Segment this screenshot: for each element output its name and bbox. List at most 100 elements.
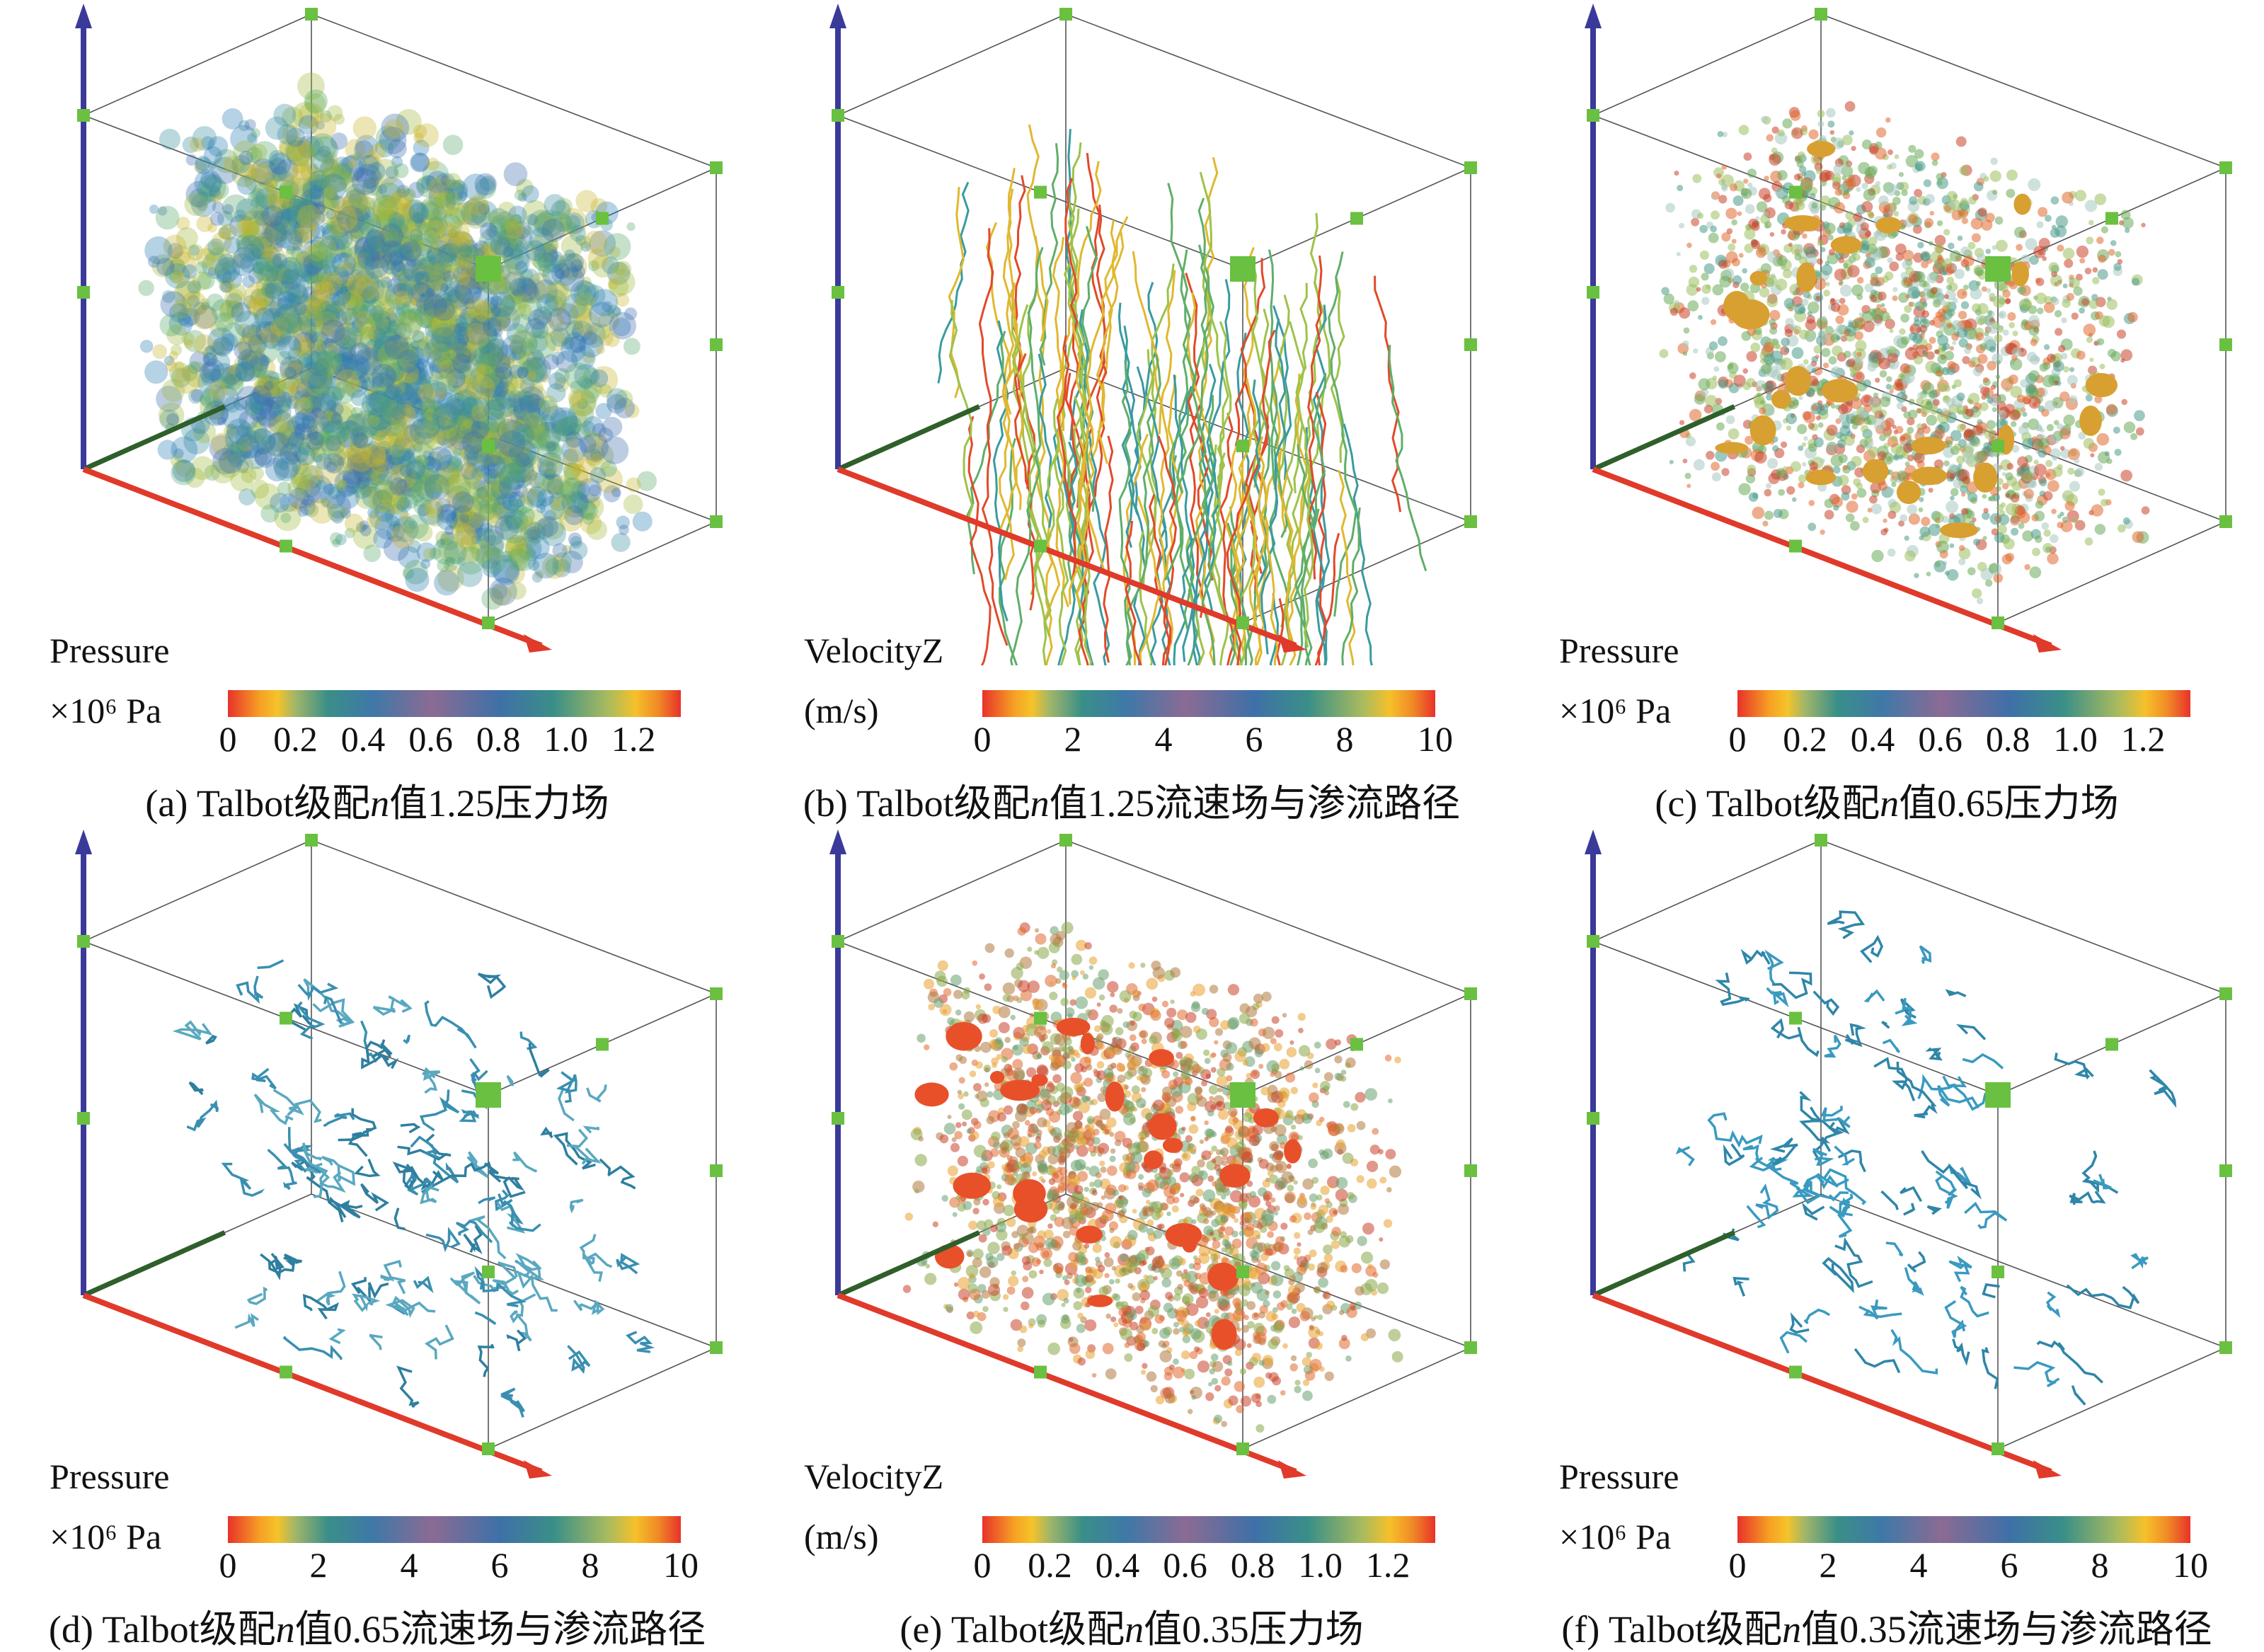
pressure-volume [138,72,657,610]
legend-title: Pressure [50,631,170,670]
colorbar-ticks: 0 0.2 0.4 0.6 0.8 1.0 1.2 [219,718,681,761]
3d-scene [829,4,1477,665]
corner-cube-marker [476,1082,501,1108]
colorbar-tick-label: 2 [309,1545,328,1585]
legend-unit: ×10⁶ Pa [50,1517,162,1556]
colorbar-tick-label: 0.2 [1783,719,1827,759]
colorbar-tick-label: 0 [219,719,237,759]
corner-cube-marker [1230,1082,1255,1108]
panel-f: Pressure ×10⁶ Pa 0 2 4 6 8 10 (f) Talbot级配n值0… [1510,826,2264,1652]
panel-d: Pressure ×10⁶ Pa 0 2 4 6 8 10 (d) Talbot级配n值0… [0,826,754,1652]
colorbar-tick-label: 10 [1418,719,1453,759]
colorbar [228,690,681,717]
legend-title: Pressure [1559,1457,1679,1496]
colorbar-tick-label: 0 [1728,719,1747,759]
x-axis [1592,1292,2052,1474]
panel-caption: (b) Talbot级配n值1.25流速场与渗流路径 [754,771,1509,827]
colorbar-tick-label: 1.2 [611,719,656,759]
caption-prefix: (b) Talbot级配 [803,782,1030,825]
panel-e: VelocityZ (m/s) 0 0.2 0.4 0.6 0.8 1.0 1.2 (e) … [754,826,1509,1652]
colorbar-ticks: 0 0.2 0.4 0.6 0.8 1.0 1.2 [1729,718,2190,761]
x-axis [1592,466,2052,648]
streamlines [937,124,1427,665]
colorbar-tick-label: 0 [1728,1545,1747,1585]
colorbar-ticks: 0 2 4 6 8 10 [974,718,1454,761]
caption-variable: n [1880,782,1900,825]
coordinate-axes [75,4,552,653]
z-axis-arrowhead [1585,4,1602,28]
colorbar-tick-label: 0.8 [1985,719,2030,759]
caption-suffix: 值0.65压力场 [1899,782,2119,825]
x-axis-arrowhead [524,634,552,653]
panel-b: VelocityZ (m/s) 0 2 4 6 8 10 (b) Talbot级配n值1.… [754,0,1509,826]
colorbar-tick-label: 8 [1335,719,1354,759]
x-axis [837,466,1297,648]
caption-variable: n [1125,1608,1144,1651]
colorbar-tick-label: 0 [973,1545,992,1585]
caption-variable: n [1030,782,1050,825]
streamlines [172,959,655,1418]
colorbar-tick-label: 1.0 [1298,1545,1343,1585]
x-axis-arrowhead [524,1460,552,1479]
caption-prefix: (a) Talbot级配 [145,782,371,825]
colorbar-tick-label: 4 [1154,719,1173,759]
pressure-volume [1659,101,2150,604]
panel-caption: (e) Talbot级配n值0.35压力场 [754,1597,1509,1652]
colorbar-tick-label: 10 [2173,1545,2208,1585]
colorbar-tick-label: 0.2 [273,719,318,759]
caption-variable: n [370,782,390,825]
colorbar-tick-label: 0.4 [340,719,386,759]
caption-variable: n [275,1608,295,1651]
y-axis [82,404,226,472]
coordinate-axes [829,830,1306,1479]
z-axis-arrowhead [829,830,846,854]
colorbar-tick-label: 6 [2000,1545,2018,1585]
colorbar-tick-label: 2 [1064,719,1082,759]
legend-title: VelocityZ [804,631,944,670]
colorbar-tick-label: 10 [663,1545,699,1585]
colorbar-tick-label: 8 [2091,1545,2109,1585]
caption-prefix: (d) Talbot级配 [48,1608,276,1651]
colorbar-tick-label: 0.6 [408,719,453,759]
colorbar-tick-label: 4 [400,1545,418,1585]
coordinate-axes [75,830,552,1479]
legend-title: VelocityZ [804,1457,944,1496]
corner-cube-marker [476,256,501,282]
corner-cube-marker [1230,256,1255,282]
colorbar-tick-label: 4 [1909,1545,1928,1585]
z-axis-arrowhead [829,4,846,28]
z-axis-arrowhead [75,830,92,854]
y-axis [82,1230,226,1298]
x-axis-arrowhead [1278,1460,1306,1479]
bounding-box [837,839,1471,1450]
colorbar-tick-label: 0.4 [1850,719,1895,759]
caption-variable: n [1782,1608,1802,1651]
caption-prefix: (c) Talbot级配 [1655,782,1880,825]
colorbar-tick-label: 1.0 [544,719,588,759]
corner-cube-marker [1985,1082,2011,1108]
colorbar [982,690,1435,717]
box-markers [77,834,723,1455]
z-axis-arrowhead [75,4,92,28]
colorbar-tick-label: 1.0 [2053,719,2098,759]
colorbar [1737,1516,2190,1543]
box-markers [1587,834,2232,1455]
bounding-box [83,839,717,1450]
colorbar-tick-label: 0 [973,719,992,759]
colorbar-tick-label: 0.8 [476,719,521,759]
colorbar-tick-label: 2 [1819,1545,1837,1585]
3d-scene [1585,4,2232,653]
corner-cube-marker [1985,256,2011,282]
x-axis [82,1292,543,1474]
y-axis [1592,1230,1736,1298]
x-axis-arrowhead [1278,634,1306,653]
x-axis-arrowhead [2033,1460,2062,1479]
y-axis [837,404,981,472]
coordinate-axes [829,4,1306,653]
colorbar-tick-label: 1.2 [1365,1545,1410,1585]
streamlines [1675,910,2177,1406]
colorbar [1737,690,2190,717]
z-axis-arrowhead [1585,830,1602,854]
legend-unit: ×10⁶ Pa [1559,691,1672,730]
panel-caption: (d) Talbot级配n值0.65流速场与渗流路径 [0,1597,754,1652]
